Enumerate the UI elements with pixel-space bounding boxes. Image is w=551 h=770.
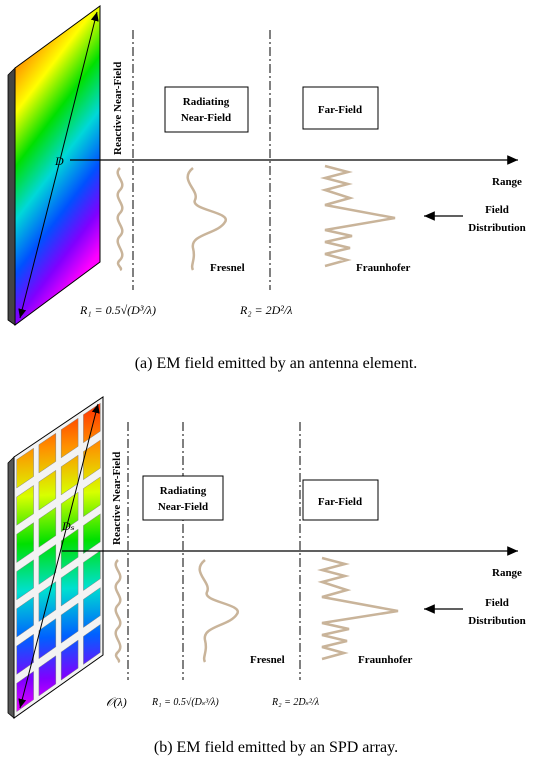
array-cell — [16, 522, 34, 564]
reactive-wave — [116, 167, 124, 272]
spd-array-edge — [7, 456, 15, 719]
array-cell — [38, 469, 57, 511]
array-cell — [38, 432, 57, 474]
r1-formula-b: R₁ = 0.5√(Dₛ³/λ) — [151, 697, 219, 708]
array-cell — [83, 476, 101, 518]
radiating-near-field-box — [164, 86, 249, 133]
range-label: Range — [492, 176, 522, 188]
fresnel-wave-b — [198, 559, 239, 663]
radiating-label-line2-b: Near-Field — [158, 501, 208, 513]
field-distribution-line2: Distribution — [468, 222, 525, 234]
array-cell — [83, 513, 101, 555]
array-cell — [16, 633, 34, 675]
ds-arrow-lower — [18, 544, 63, 709]
array-cell — [83, 550, 101, 592]
reactive-near-field-label-b: Reactive Near-Field — [111, 452, 123, 545]
reactive-near-field-label: Reactive Near-Field — [112, 62, 124, 155]
d-label: D — [54, 154, 64, 168]
reactive-wave-b — [114, 559, 122, 664]
radiating-label-line2: Near-Field — [181, 112, 231, 124]
radiating-label-line1: Radiating — [183, 96, 230, 108]
fresnel-wave — [186, 167, 227, 271]
d-arrow-upper — [59, 11, 99, 161]
array-cell — [60, 491, 79, 533]
range-label-b: Range — [492, 567, 522, 579]
array-cell — [60, 565, 79, 607]
array-cell — [60, 602, 79, 644]
field-distribution-line1-b: Field — [485, 597, 509, 609]
field-distribution-line1: Field — [485, 204, 509, 216]
array-cell — [16, 559, 34, 601]
array-cell — [38, 655, 57, 697]
antenna-panel-edge — [7, 67, 16, 326]
far-field-box-b — [302, 479, 379, 521]
o-lambda-label: 𝒪(λ) — [106, 695, 127, 709]
array-cell — [60, 528, 79, 570]
fraunhofer-label: Fraunhofer — [356, 262, 411, 274]
array-cell — [16, 596, 34, 638]
far-field-label: Far-Field — [318, 104, 362, 116]
r2-formula: R₂ = 2D²/λ — [239, 303, 292, 317]
radiating-near-field-box-b — [142, 475, 224, 521]
ds-arrow-upper — [61, 403, 100, 546]
array-cell — [38, 506, 57, 548]
array-cell — [38, 544, 57, 585]
fraunhofer-wave — [320, 164, 396, 268]
far-field-label-b: Far-Field — [318, 496, 362, 508]
array-cell — [83, 587, 101, 628]
array-cell — [60, 417, 79, 459]
figure-a: D Range Reactive Near-Field Radiating Ne… — [7, 5, 526, 372]
fresnel-label-b: Fresnel — [250, 654, 285, 666]
r2-formula-b: R₂ = 2Dₛ²/λ — [271, 697, 320, 708]
r1-formula: R₁ = 0.5√(D³/λ) — [79, 303, 156, 317]
caption-b: (b) EM field emitted by an SPD array. — [154, 739, 398, 756]
field-distribution-line2-b: Distribution — [468, 615, 525, 627]
array-cell — [60, 639, 79, 681]
array-cell — [16, 447, 34, 489]
caption-a: (a) EM field emitted by an antenna eleme… — [135, 355, 418, 372]
radiating-label-line1-b: Radiating — [160, 485, 207, 497]
fraunhofer-label-b: Fraunhofer — [358, 654, 413, 666]
array-cell — [38, 618, 57, 660]
array-cell — [83, 439, 101, 481]
d-arrow-lower — [18, 159, 61, 319]
figure-b: Dₛ Range Reactive Near-Field Radiating N… — [7, 396, 526, 756]
array-cell — [16, 484, 34, 526]
array-cell — [83, 623, 101, 665]
spd-array-cells — [16, 402, 101, 713]
fraunhofer-wave-b — [317, 556, 399, 661]
far-field-box — [302, 86, 379, 130]
fresnel-label: Fresnel — [210, 262, 245, 274]
ds-label: Dₛ — [61, 519, 75, 533]
